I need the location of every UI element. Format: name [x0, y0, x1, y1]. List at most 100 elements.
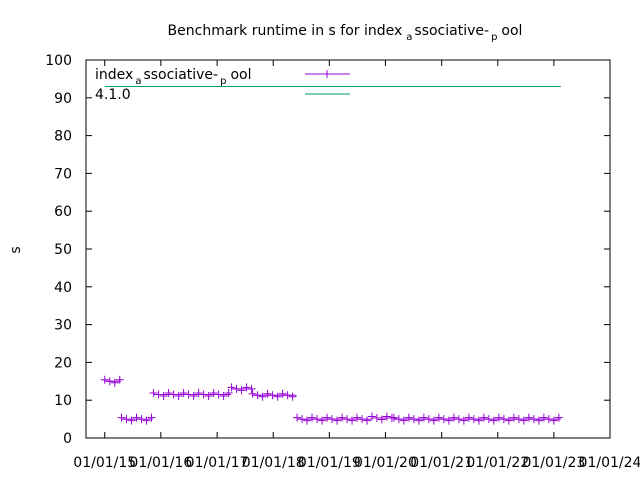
data-point: [122, 415, 131, 424]
data-point: [298, 415, 307, 424]
data-point: [524, 413, 533, 422]
data-point: [343, 415, 352, 424]
data-point: [539, 413, 548, 422]
data-point: [248, 389, 257, 398]
x-tick-label-2: 01/01/17: [186, 455, 249, 471]
data-point: [209, 389, 218, 398]
data-point: [224, 389, 233, 398]
data-point: [459, 416, 468, 425]
data-point: [439, 415, 448, 424]
data-point: [149, 389, 158, 398]
data-point: [409, 415, 418, 424]
legend-label-series-1: index a ssociative-p ool: [95, 67, 252, 87]
data-point: [105, 377, 114, 386]
legend-label-series-2: 4.1.0: [95, 87, 131, 103]
data-point: [142, 416, 151, 425]
data-point: [358, 415, 367, 424]
data-point: [263, 389, 272, 398]
y-axis: 0 10 20 30 40 50 60 70 80 90 100: [45, 53, 610, 447]
data-point: [247, 384, 256, 393]
data-point: [519, 416, 528, 425]
data-point: [419, 413, 428, 422]
series-1-segment-5: [293, 413, 372, 425]
data-point: [479, 413, 488, 422]
data-point: [363, 416, 372, 425]
y-tick-label-2: 20: [54, 355, 72, 371]
series-1-segment-2: [149, 389, 233, 401]
data-point: [348, 416, 357, 425]
y-tick-label-8: 80: [54, 129, 72, 145]
data-point: [204, 392, 213, 401]
data-point: [377, 415, 386, 424]
data-point: [469, 415, 478, 424]
y-tick-label-5: 50: [54, 242, 72, 258]
series-1-segment-0: [100, 375, 124, 387]
data-point: [242, 383, 251, 392]
data-point: [494, 413, 503, 422]
series-1-segment-3: [227, 383, 256, 395]
series-1-segment-6: [367, 412, 396, 424]
y-tick-label-1: 10: [54, 393, 72, 409]
data-point: [534, 416, 543, 425]
data-point: [414, 416, 423, 425]
data-point: [127, 416, 136, 425]
y-tick-label-10: 100: [45, 53, 72, 69]
data-point: [382, 412, 391, 421]
data-point: [268, 391, 277, 400]
data-point: [424, 415, 433, 424]
plot-border: [85, 59, 611, 439]
data-point: [154, 390, 163, 399]
data-point: [117, 413, 126, 422]
data-point: [283, 391, 292, 400]
data-point: [394, 415, 403, 424]
legend-swatch-series-1: [305, 70, 350, 78]
y-tick-label-4: 40: [54, 280, 72, 296]
y-tick-label-9: 90: [54, 91, 72, 107]
x-axis: 01/01/1501/01/1601/01/1701/01/1801/01/19…: [73, 60, 640, 471]
data-point: [509, 413, 518, 422]
data-point: [399, 416, 408, 425]
x-tick-label-0: 01/01/15: [73, 455, 136, 471]
data-point: [389, 413, 398, 422]
data-point: [514, 415, 523, 424]
data-point: [278, 389, 287, 398]
y-axis-label: s: [8, 246, 24, 253]
series-1-segment-4: [248, 389, 297, 401]
data-point: [132, 413, 141, 422]
data-point: [554, 413, 563, 422]
data-point: [313, 415, 322, 424]
data-point: [323, 413, 332, 422]
data-point: [367, 412, 376, 421]
data-point: [484, 415, 493, 424]
data-point: [444, 416, 453, 425]
data-point: [293, 413, 302, 422]
y-tick-label-3: 30: [54, 318, 72, 334]
data-point: [227, 383, 236, 392]
y-tick-label-6: 60: [54, 204, 72, 220]
data-point: [464, 413, 473, 422]
y-tick-label-7: 70: [54, 166, 72, 182]
data-point: [147, 413, 156, 422]
data-point: [489, 416, 498, 425]
data-point: [544, 415, 553, 424]
data-point: [303, 416, 312, 425]
legend: index a ssociative-p ool 4.1.0: [95, 67, 350, 103]
data-point: [199, 390, 208, 399]
series-1-segment-1: [117, 413, 156, 425]
data-point: [214, 390, 223, 399]
data-point: [179, 389, 188, 398]
x-tick-label-1: 01/01/16: [129, 455, 192, 471]
data-point: [529, 415, 538, 424]
data-point: [237, 386, 246, 395]
x-tick-label-7: 01/01/22: [466, 455, 529, 471]
data-point: [273, 392, 282, 401]
x-tick-label-9: 01/01/24: [579, 455, 640, 471]
data-point: [110, 378, 119, 387]
data-point: [499, 415, 508, 424]
series-1-segment-7: [389, 413, 563, 425]
data-point: [232, 384, 241, 393]
chart-title: Benchmark runtime in s for index a ssociat…: [168, 23, 523, 43]
data-point: [404, 413, 413, 422]
data-point: [169, 390, 178, 399]
data-point: [353, 413, 362, 422]
